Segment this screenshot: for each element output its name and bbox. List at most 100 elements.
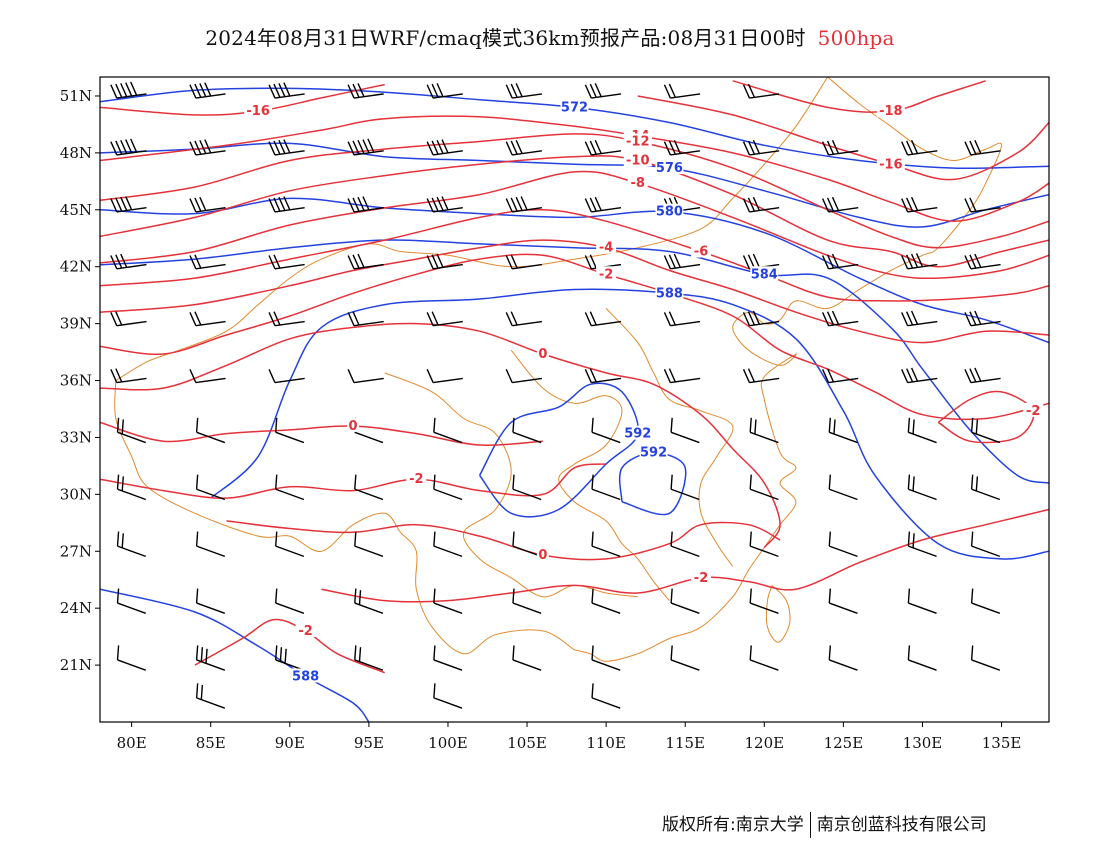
- temperature-contour-label: -2: [298, 624, 312, 639]
- wind-barb: [268, 369, 305, 384]
- x-tick-label: 105E: [507, 734, 547, 752]
- title-level: 500hpa: [817, 26, 895, 50]
- wind-barb: [901, 310, 938, 327]
- temperature-contour-label: -4: [599, 241, 613, 256]
- province-boundary: [605, 308, 734, 567]
- wind-barb: [907, 474, 937, 501]
- wind-barb: [749, 417, 779, 444]
- wind-barb: [505, 196, 543, 213]
- wind-barb: [268, 196, 305, 213]
- wind-barb: [426, 253, 463, 270]
- wind-barb: [275, 531, 305, 558]
- province-boundary: [765, 585, 791, 643]
- wind-barb: [670, 645, 700, 671]
- wind-barb: [584, 196, 622, 213]
- y-tick-label: 45N: [60, 201, 92, 219]
- wind-barb: [584, 83, 622, 99]
- wind-barb: [433, 474, 463, 501]
- footer: 版权所有:南京大学 南京创蓝科技有限公司: [662, 810, 987, 838]
- wind-barb: [110, 311, 147, 327]
- temperature-contour-label: -18: [879, 104, 903, 119]
- wind-barb: [512, 417, 542, 444]
- temperature-contour-label: 0: [538, 347, 547, 362]
- height-contour: [100, 197, 1049, 344]
- temperature-contour: [100, 208, 1049, 302]
- wind-barb: [670, 417, 700, 444]
- temperature-contour-label: -2: [599, 267, 613, 282]
- wind-barb: [189, 369, 226, 384]
- wind-barb: [189, 196, 226, 213]
- temperature-label-bg: [627, 175, 648, 190]
- wind-barb: [116, 588, 146, 614]
- wind-barb: [189, 311, 226, 327]
- height-label-bg: [655, 160, 684, 175]
- wind-barb: [584, 139, 622, 156]
- chart-title: 2024年08月31日WRF/cmaq模式36km预报产品:08月31日00时 5…: [0, 22, 1100, 51]
- wind-barb: [426, 311, 463, 327]
- wind-barb: [749, 531, 779, 558]
- wind-barb: [275, 474, 305, 501]
- wind-barb: [116, 417, 146, 444]
- height-contour-label: 576: [656, 161, 683, 176]
- wind-barb: [275, 417, 305, 444]
- wind-barb: [742, 196, 780, 213]
- temperature-contour-label: -2: [694, 571, 708, 586]
- height-contour-label: 588: [656, 286, 683, 301]
- contour-label-layer: 572576580584588588592592-18-16-16-14-12-…: [244, 99, 1044, 684]
- temperature-contour-label: -10: [626, 153, 650, 168]
- wind-barb: [268, 254, 305, 270]
- temperature-contour: [226, 520, 781, 561]
- x-tick-label: 85E: [196, 734, 226, 752]
- x-axis: 80E 85E 90E 95E 100E 105E 110E 115E 120E 125E 130E…: [117, 722, 1021, 752]
- wind-barb: [591, 417, 621, 444]
- x-tick-label: 120E: [745, 734, 785, 752]
- wind-barb: [907, 645, 937, 671]
- wind-barb: [591, 645, 621, 671]
- temperature-contour-label: -16: [879, 157, 903, 172]
- temperature-label-bg: [691, 569, 712, 584]
- temperature-contour: [100, 133, 1049, 249]
- wind-barb: [907, 588, 937, 614]
- wind-barb: [828, 417, 858, 444]
- wind-barb: [907, 531, 937, 558]
- wind-barb: [742, 139, 780, 156]
- height-label-bg: [623, 425, 652, 440]
- wind-barb: [670, 474, 700, 501]
- wind-barb: [663, 253, 701, 270]
- province-boundary: [115, 77, 829, 381]
- wind-barb: [591, 588, 621, 614]
- height-contour-label: 584: [751, 267, 778, 282]
- temperature-contour-label: -8: [631, 176, 645, 191]
- wind-barb: [433, 683, 463, 709]
- y-tick-label: 39N: [60, 315, 92, 333]
- y-tick-label: 30N: [60, 485, 92, 503]
- province-boundary: [574, 77, 1003, 662]
- temperature-label-bg: [876, 156, 905, 171]
- x-tick-label: 130E: [903, 734, 943, 752]
- height-contour: [100, 588, 370, 722]
- wind-barb: [901, 253, 938, 270]
- temperature-contour: [100, 463, 607, 499]
- wind-barb: [116, 474, 146, 501]
- wind-barb: [505, 369, 543, 384]
- wind-barb: [505, 254, 543, 270]
- height-label-bg: [750, 266, 779, 281]
- wind-barb: [670, 531, 700, 558]
- wind-barb: [116, 645, 146, 671]
- temperature-label-bg: [596, 239, 617, 254]
- temperature-contour-label: -6: [694, 245, 708, 260]
- wind-barb: [663, 311, 701, 327]
- wind-barb: [347, 253, 384, 270]
- x-tick-label: 115E: [665, 734, 705, 752]
- wind-barb: [749, 645, 779, 671]
- wind-barb: [821, 253, 859, 270]
- wind-barb: [275, 588, 305, 614]
- x-tick-label: 110E: [586, 734, 626, 752]
- wind-barb: [426, 196, 463, 213]
- wind-barb: [663, 139, 701, 156]
- wind-barb: [828, 645, 858, 671]
- temperature-contour: [937, 390, 1035, 444]
- wind-barb: [591, 474, 621, 501]
- temperature-label-bg: [596, 266, 617, 281]
